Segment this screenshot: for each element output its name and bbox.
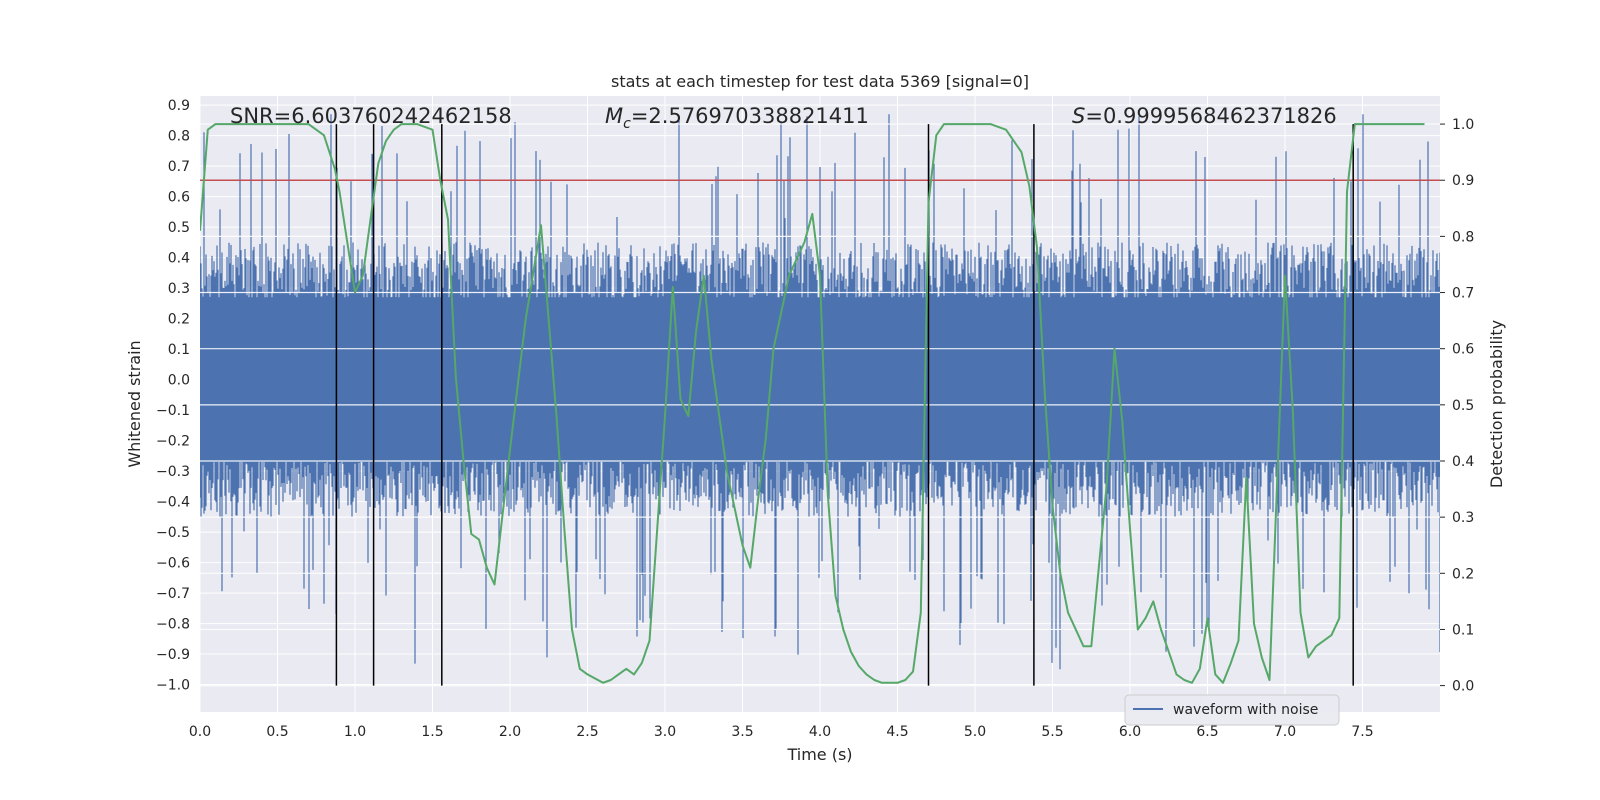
y-tick-label: 0.3: [168, 281, 190, 297]
mc-value: =2.576970338821411: [631, 104, 869, 128]
x-tick-label: 7.5: [1351, 724, 1373, 740]
y-tick-label: 0.2: [168, 312, 190, 328]
y2-tick-label: 0.1: [1452, 622, 1474, 638]
x-tick-label: 1.5: [421, 724, 443, 740]
y-tick-labels: 0.9 0.8 0.7 0.6 0.5 0.4 0.3 0.2 0.1 0.0 −0.1 −0.2 −0…: [156, 98, 190, 693]
x-tick-label: 1.0: [344, 724, 366, 740]
legend-entry: waveform with noise: [1173, 702, 1318, 718]
y-tick-label: −0.4: [156, 495, 190, 511]
x-tick-label: 7.0: [1274, 724, 1296, 740]
y2-tick-label: 0.3: [1452, 510, 1474, 526]
y-tick-label: −0.1: [156, 403, 190, 419]
s-value: =0.9999568462371826: [1085, 104, 1336, 128]
x-axis-label: Time (s): [786, 745, 852, 764]
x-tick-label: 2.5: [576, 724, 598, 740]
y-tick-label: −0.8: [156, 617, 190, 633]
s-symbol: S: [1072, 104, 1085, 128]
y2-tick-labels: 1.0 0.9 0.8 0.7 0.6 0.5 0.4 0.3 0.2 0.1 0.0: [1440, 117, 1474, 695]
s-annotation: S=0.9999568462371826: [1072, 104, 1337, 128]
y-tick-label: 0.8: [168, 129, 190, 145]
y2-tick-label: 0.9: [1452, 173, 1474, 189]
y-tick-label: −0.9: [156, 647, 190, 663]
mc-subscript: c: [623, 116, 631, 132]
x-tick-label: 6.5: [1196, 724, 1218, 740]
x-tick-labels: 0.0 0.5 1.0 1.5 2.0 2.5 3.0 3.5 4.0 4.5 5.0 5.5 6.0 6…: [189, 724, 1374, 740]
x-tick-label: 0.5: [266, 724, 288, 740]
y2-tick-label: 0.7: [1452, 286, 1474, 302]
y2-axis-label: Detection probability: [1487, 320, 1506, 488]
y-tick-label: 0.0: [168, 373, 190, 389]
y2-tick-label: 0.6: [1452, 342, 1474, 358]
y2-tick-label: 0.5: [1452, 398, 1474, 414]
waveform-series: [200, 114, 1440, 670]
x-tick-label: 5.5: [1041, 724, 1063, 740]
y-tick-label: −0.7: [156, 586, 190, 602]
mc-symbol: M: [605, 104, 623, 128]
y2-tick-label: 1.0: [1452, 117, 1474, 133]
x-tick-label: 4.5: [886, 724, 908, 740]
y-tick-label: −0.2: [156, 434, 190, 450]
y-tick-label: −1.0: [156, 678, 190, 694]
y-tick-label: 0.4: [168, 251, 190, 267]
y-tick-label: 0.1: [168, 342, 190, 358]
y-tick-label: −0.5: [156, 525, 190, 541]
legend-box: [1124, 694, 1340, 726]
y-tick-label: 0.9: [168, 98, 190, 114]
y-tick-label: 0.7: [168, 159, 190, 175]
y2-tick-label: 0.4: [1452, 454, 1474, 470]
legend: waveform with noise: [1124, 694, 1340, 726]
y-tick-label: 0.6: [168, 190, 190, 206]
x-tick-label: 6.0: [1119, 724, 1141, 740]
snr-annotation: SNR=6.603760242462158: [230, 104, 512, 128]
chirp-mass-annotation: Mc=2.576970338821411: [605, 104, 869, 132]
y2-tick-label: 0.0: [1452, 679, 1474, 695]
y-tick-label: 0.5: [168, 220, 190, 236]
x-tick-label: 5.0: [964, 724, 986, 740]
y-tick-label: −0.3: [156, 464, 190, 480]
y2-tick-label: 0.8: [1452, 229, 1474, 245]
x-tick-label: 4.0: [809, 724, 831, 740]
chart-title: stats at each timestep for test data 536…: [611, 72, 1029, 91]
y-tick-label: −0.6: [156, 556, 190, 572]
x-tick-label: 0.0: [189, 724, 211, 740]
probability-series: [200, 123, 1425, 684]
y-axis-label: Whitened strain: [125, 340, 144, 467]
x-tick-label: 2.0: [499, 724, 521, 740]
x-tick-label: 3.5: [731, 724, 753, 740]
waveform-core: [200, 297, 1440, 462]
y2-tick-label: 0.2: [1452, 566, 1474, 582]
probability-line: [200, 123, 1425, 684]
x-tick-label: 3.0: [654, 724, 676, 740]
